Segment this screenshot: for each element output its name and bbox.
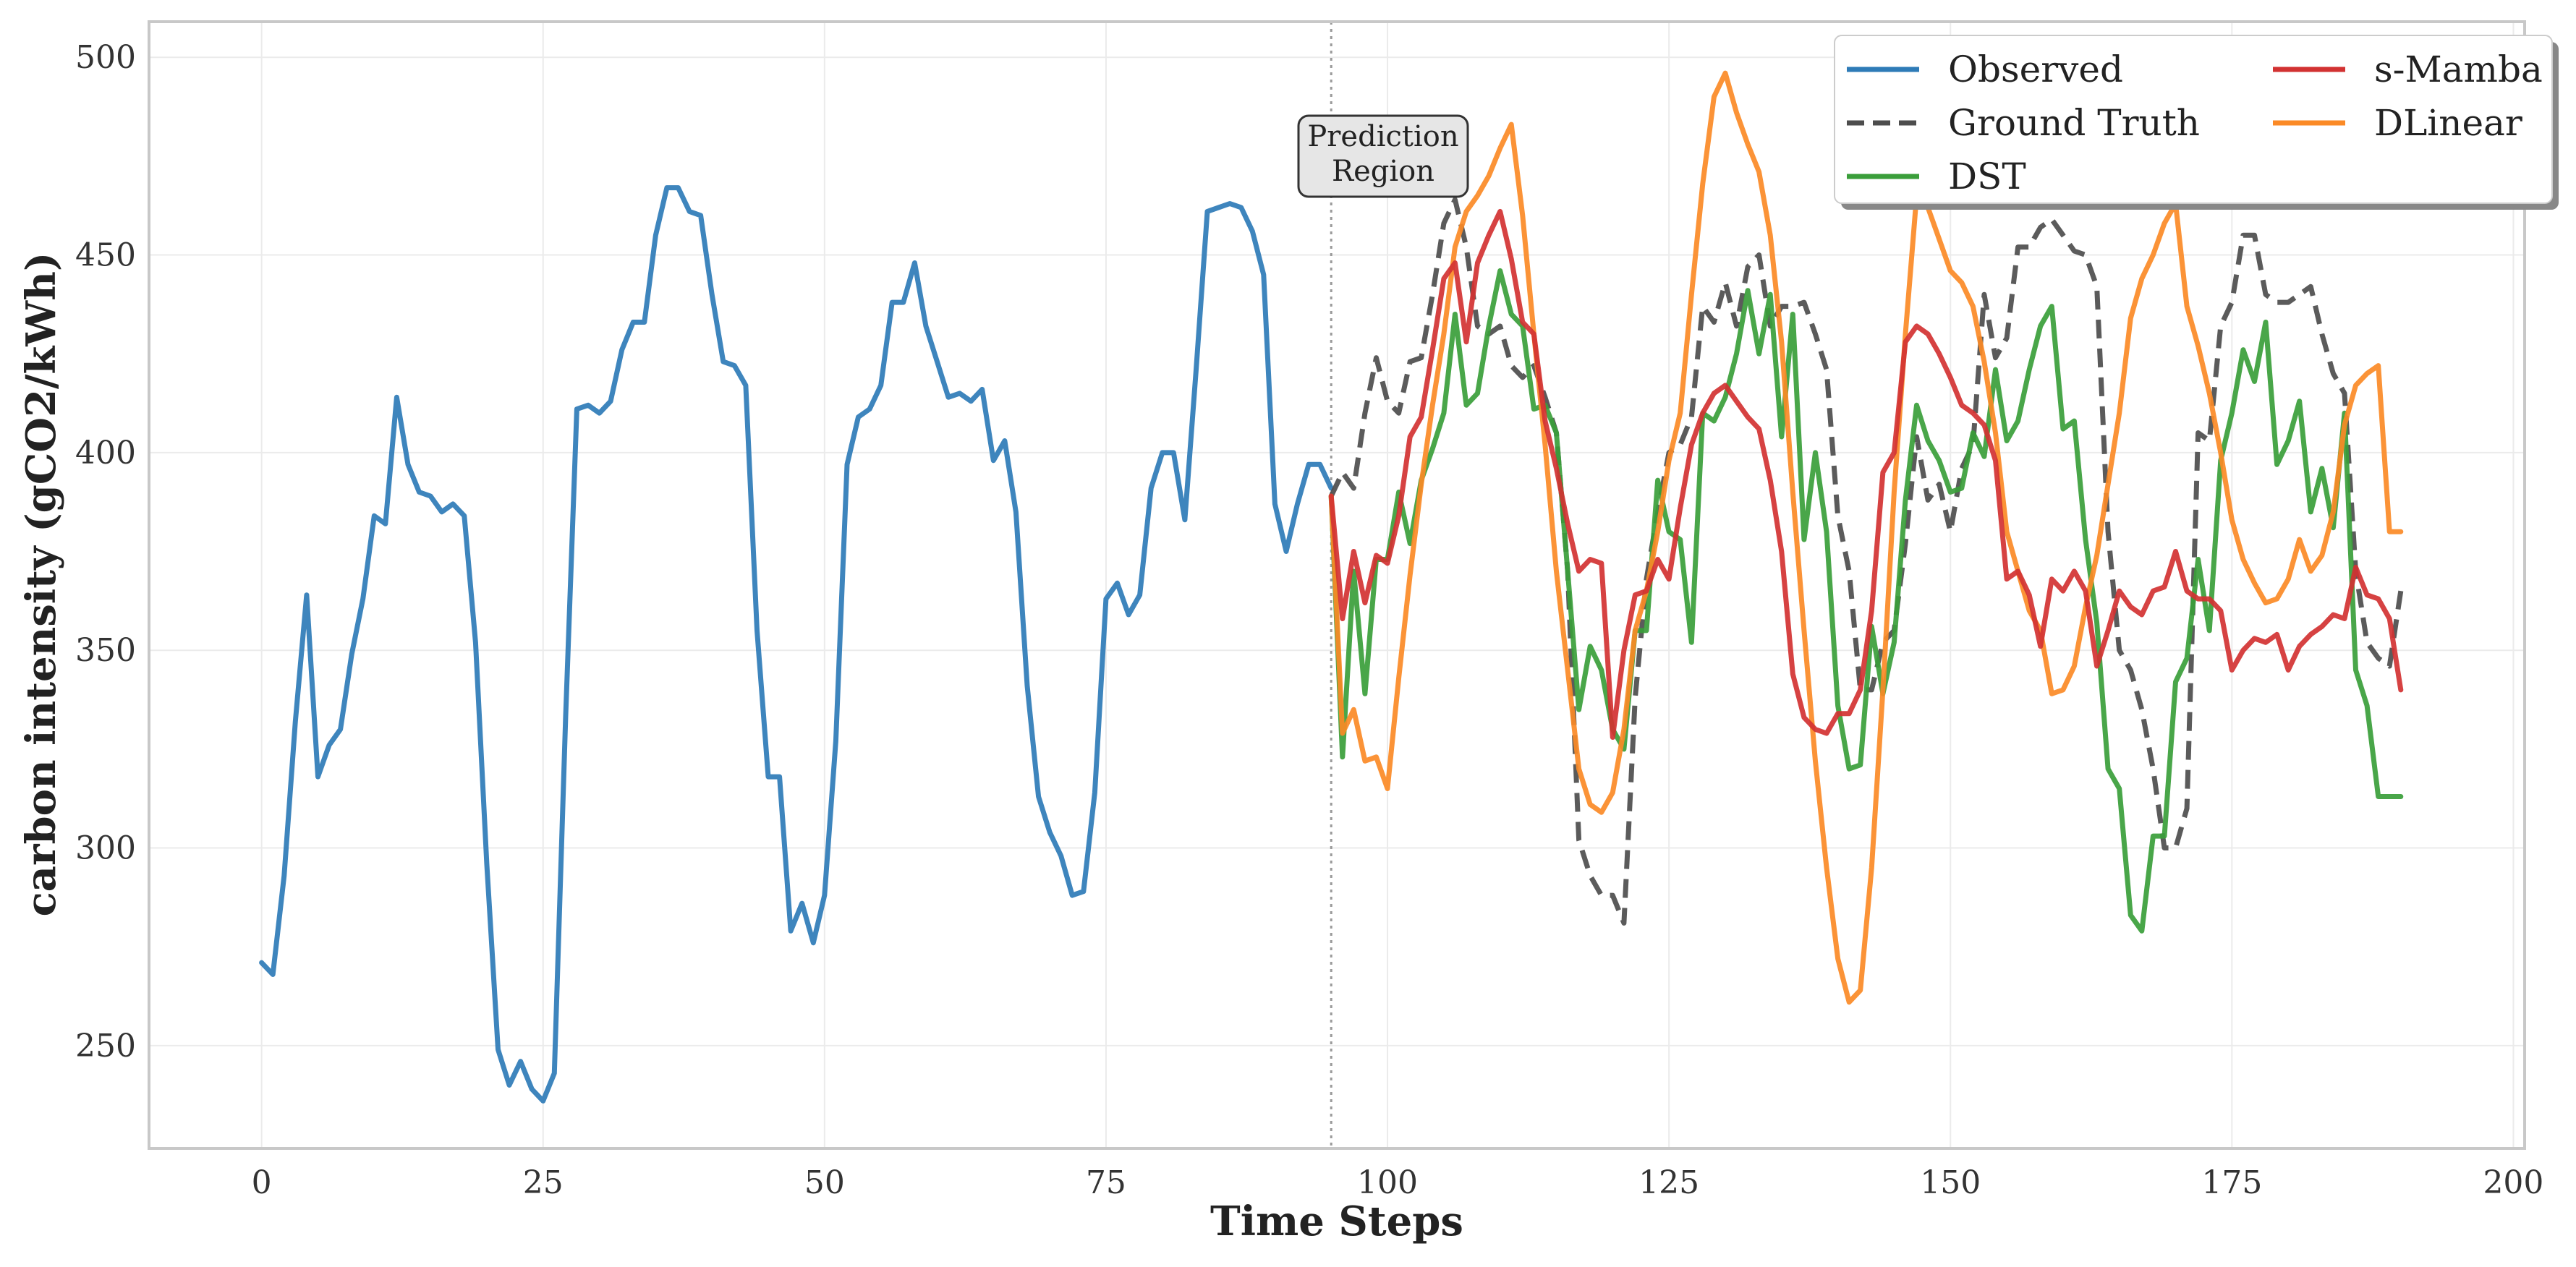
series-line-dlinear <box>1328 70 2404 1005</box>
legend-label-s-mamba: s-Mamba <box>2374 48 2543 90</box>
chart-legend: Observed Ground Truth DST s-Mamba DLinear <box>1834 35 2559 210</box>
x-tick-label-4: 100 <box>1357 1164 1418 1201</box>
series-line-s-mamba <box>1328 208 2404 740</box>
x-tick-label-2: 50 <box>804 1164 845 1201</box>
x-tick-label-0: 0 <box>252 1164 272 1201</box>
y-axis-ticks: 250 300 350 400 450 500 <box>75 39 136 1065</box>
y-axis-label: carbon intensity (gCO2/kWh) <box>17 252 65 917</box>
x-tick-label-1: 25 <box>523 1164 564 1201</box>
annotation-box <box>1297 114 1469 198</box>
legend-label-observed: Observed <box>1948 48 2123 90</box>
prediction-region-annotation: Prediction Region <box>1297 114 1469 198</box>
y-tick-label-0: 250 <box>75 1028 136 1065</box>
x-tick-label-8: 200 <box>2483 1164 2543 1201</box>
y-tick-label-4: 450 <box>75 237 136 274</box>
series-layer <box>259 70 2404 1104</box>
x-axis-label: Time Steps <box>1210 1198 1463 1245</box>
y-tick-label-3: 400 <box>75 435 136 472</box>
x-tick-label-3: 75 <box>1086 1164 1126 1201</box>
x-tick-label-5: 125 <box>1638 1164 1699 1201</box>
x-tick-label-6: 150 <box>1920 1164 1981 1201</box>
series-line-observed <box>259 185 1334 1104</box>
y-tick-label-5: 500 <box>75 39 136 76</box>
x-tick-label-7: 175 <box>2201 1164 2262 1201</box>
legend-label-dst: DST <box>1948 155 2026 197</box>
annotation-line-2: Region <box>1332 155 1434 188</box>
y-tick-label-1: 300 <box>75 830 136 867</box>
legend-label-ground-truth: Ground Truth <box>1948 102 2200 144</box>
x-axis-ticks: 0 25 50 75 100 125 150 175 200 <box>252 1164 2544 1201</box>
legend-label-dlinear: DLinear <box>2374 102 2522 144</box>
annotation-line-1: Prediction <box>1307 120 1458 153</box>
legend-box <box>1834 35 2553 204</box>
y-tick-label-2: 350 <box>75 632 136 669</box>
plot-frame <box>148 20 2526 1150</box>
legend-entries: Observed Ground Truth DST s-Mamba DLinear <box>1847 48 2543 197</box>
